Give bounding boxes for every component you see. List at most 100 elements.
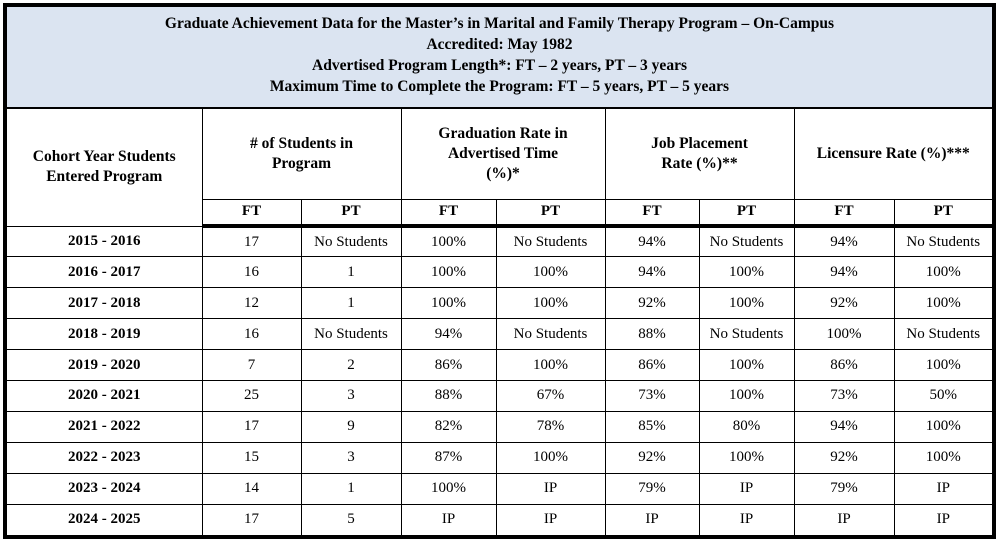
data-cell: 1 xyxy=(300,472,402,505)
data-cell: 73% xyxy=(604,379,700,412)
cohort-year-header: Cohort Year Students Entered Program xyxy=(6,108,203,227)
data-cell: 25 xyxy=(201,379,302,412)
data-cell: 88% xyxy=(604,318,700,351)
data-cell: No Students xyxy=(300,318,402,351)
data-cell: No Students xyxy=(698,225,795,258)
data-cell: 94% xyxy=(793,410,895,443)
data-cell: 100% xyxy=(698,349,795,381)
header-line: Rate (%)** xyxy=(661,154,738,172)
table-row: 2019 - 2020 7 2 86% 100% 86% 100% 86% 100% xyxy=(6,349,993,381)
data-cell: 100% xyxy=(698,441,795,474)
header-line: Entered Program xyxy=(46,168,163,186)
table-body: 2015 - 2016 17 No Students 100% No Students 9… xyxy=(6,225,993,536)
subheader-pt: PT xyxy=(300,198,402,228)
data-cell: 94% xyxy=(604,256,700,289)
data-cell: 1 xyxy=(300,256,402,289)
data-cell: No Students xyxy=(893,225,993,258)
data-cell: 3 xyxy=(300,441,402,474)
data-cell: 94% xyxy=(400,318,497,351)
data-cell: 92% xyxy=(604,441,700,474)
data-cell: No Students xyxy=(495,225,606,258)
data-cell: No Students xyxy=(495,318,606,351)
data-cell: IP xyxy=(495,472,606,505)
data-cell: 100% xyxy=(893,256,993,289)
table-title: Graduate Achievement Data for the Master… xyxy=(164,15,835,32)
data-cell: 9 xyxy=(300,410,402,443)
data-cell: 85% xyxy=(604,410,700,443)
students-group-header: # of Students in Program xyxy=(201,108,402,200)
data-cell: 100% xyxy=(893,441,993,474)
data-cell: IP xyxy=(400,503,497,536)
data-cell: 1 xyxy=(300,287,402,320)
subheader-pt: PT xyxy=(893,198,993,228)
table-row: 2016 - 2017 16 1 100% 100% 94% 100% 94% 100% xyxy=(6,256,993,289)
data-cell: IP xyxy=(793,503,895,536)
data-cell: 17 xyxy=(201,225,302,258)
data-cell: 86% xyxy=(793,349,895,381)
data-cell: 100% xyxy=(495,441,606,474)
data-cell: 7 xyxy=(201,349,302,381)
data-cell: 5 xyxy=(300,503,402,536)
data-cell: 92% xyxy=(793,287,895,320)
data-cell: 50% xyxy=(893,379,993,412)
accredited-line: Accredited: May 1982 xyxy=(426,36,573,53)
data-cell: No Students xyxy=(300,225,402,258)
cohort-year-cell: 2024 - 2025 xyxy=(6,503,203,536)
header-line: Advertised Time xyxy=(447,144,559,162)
table-row: 2018 - 2019 16 No Students 94% No Students 88… xyxy=(6,318,993,351)
max-time-line: Maximum Time to Complete the Program: FT… xyxy=(269,78,730,95)
data-cell: 79% xyxy=(793,472,895,505)
data-cell: 100% xyxy=(400,225,497,258)
data-cell: 94% xyxy=(793,225,895,258)
data-cell: 100% xyxy=(400,472,497,505)
table-row: 2024 - 2025 17 5 IP IP IP IP IP IP xyxy=(6,503,993,536)
data-cell: 3 xyxy=(300,379,402,412)
data-cell: IP xyxy=(495,503,606,536)
data-cell: IP xyxy=(698,472,795,505)
data-cell: 100% xyxy=(698,256,795,289)
title-block: Graduate Achievement Data for the Master… xyxy=(7,7,992,109)
table-row: 2021 - 2022 17 9 82% 78% 85% 80% 94% 100% xyxy=(6,410,993,443)
data-cell: 100% xyxy=(893,410,993,443)
subheader-ft: FT xyxy=(604,198,700,228)
header-line: Job Placement xyxy=(651,134,748,152)
subheader-ft: FT xyxy=(793,198,895,228)
data-cell: 14 xyxy=(201,472,302,505)
data-cell: 100% xyxy=(893,349,993,381)
data-cell: 94% xyxy=(604,225,700,258)
header-line: Program xyxy=(271,154,332,172)
data-cell: 79% xyxy=(604,472,700,505)
data-cell: No Students xyxy=(698,318,795,351)
data-cell: 100% xyxy=(698,379,795,412)
subheader-row: FT PT FT PT FT PT FT PT xyxy=(7,198,993,228)
subheader-pt: PT xyxy=(495,198,606,228)
subheader-ft: FT xyxy=(400,198,497,228)
data-cell: 100% xyxy=(400,256,497,289)
data-cell: 100% xyxy=(893,287,993,320)
data-cell: No Students xyxy=(893,318,993,351)
data-cell: 100% xyxy=(400,287,497,320)
data-cell: 100% xyxy=(495,349,606,381)
data-cell: IP xyxy=(698,503,795,536)
data-cell: IP xyxy=(893,472,993,505)
data-cell: 17 xyxy=(201,503,302,536)
data-cell: 88% xyxy=(400,379,497,412)
data-cell: 82% xyxy=(400,410,497,443)
program-length-line: Advertised Program Length*: FT – 2 years… xyxy=(312,57,687,74)
data-cell: 86% xyxy=(400,349,497,381)
data-cell: 67% xyxy=(495,379,606,412)
data-cell: 16 xyxy=(201,318,302,351)
cohort-year-cell: 2016 - 2017 xyxy=(6,256,203,289)
cohort-year-cell: 2023 - 2024 xyxy=(6,472,203,505)
data-cell: 12 xyxy=(201,287,302,320)
data-cell: 2 xyxy=(300,349,402,381)
table-frame: Graduate Achievement Data for the Master… xyxy=(3,3,996,539)
cohort-year-cell: 2022 - 2023 xyxy=(6,441,203,474)
cohort-year-cell: 2020 - 2021 xyxy=(6,379,203,412)
data-cell: 17 xyxy=(201,410,302,443)
data-cell: 92% xyxy=(793,441,895,474)
data-cell: 100% xyxy=(495,256,606,289)
graduation-rate-group-header: Graduation Rate in Advertised Time (%)* xyxy=(400,108,606,200)
data-cell: 100% xyxy=(495,287,606,320)
